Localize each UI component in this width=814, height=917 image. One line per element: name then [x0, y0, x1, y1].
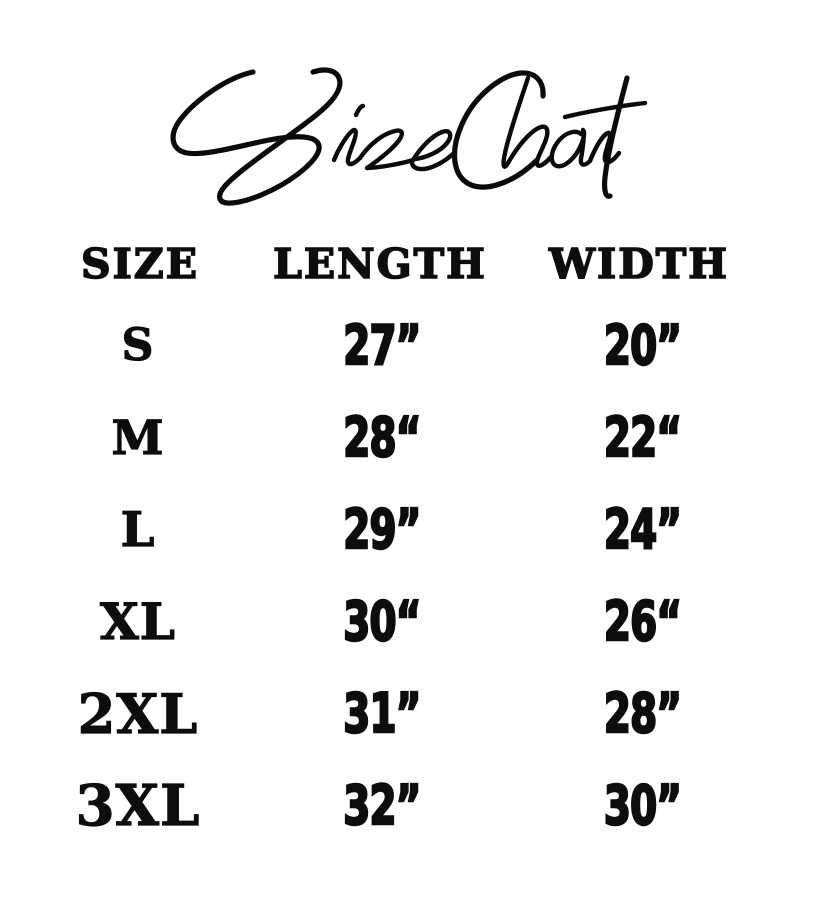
cell-size: 3XL: [75, 773, 201, 839]
cell-size: L: [120, 502, 156, 558]
table-row: 2XL 31” 28”: [0, 668, 814, 760]
table-row: M 28“ 22“: [0, 392, 814, 484]
cell-width: 26“: [603, 590, 683, 653]
cell-width: 28”: [603, 682, 683, 745]
size-chart-script-title: [170, 67, 648, 206]
cell-width: 20”: [603, 314, 683, 377]
cell-length: 30“: [342, 590, 422, 653]
table-row: L 29” 24”: [0, 484, 814, 576]
size-chart-table: SIZE LENGTH WIDTH S 27” 20” M 28“ 22“ L …: [0, 228, 814, 852]
column-header-width: WIDTH: [548, 239, 730, 288]
cell-size: 2XL: [77, 682, 199, 746]
table-row: XL 30“ 26“: [0, 576, 814, 668]
cell-length: 32”: [342, 774, 422, 837]
table-row: S 27” 20”: [0, 300, 814, 392]
cell-length: 27”: [342, 314, 422, 377]
cell-width: 30”: [603, 774, 683, 837]
table-header-row: SIZE LENGTH WIDTH: [0, 228, 814, 300]
column-header-length: LENGTH: [272, 239, 487, 288]
cell-length: 29”: [342, 498, 422, 561]
cell-width: 22“: [603, 406, 683, 469]
cell-size: M: [111, 410, 165, 466]
column-header-size: SIZE: [80, 239, 199, 288]
cell-width: 24”: [603, 498, 683, 561]
cell-size: XL: [99, 592, 176, 651]
table-row: 3XL 32” 30”: [0, 760, 814, 852]
cell-length: 28“: [342, 406, 422, 469]
page-title: Size Chart: [0, 62, 814, 212]
cell-length: 31”: [342, 682, 422, 745]
cell-size: S: [121, 320, 155, 371]
